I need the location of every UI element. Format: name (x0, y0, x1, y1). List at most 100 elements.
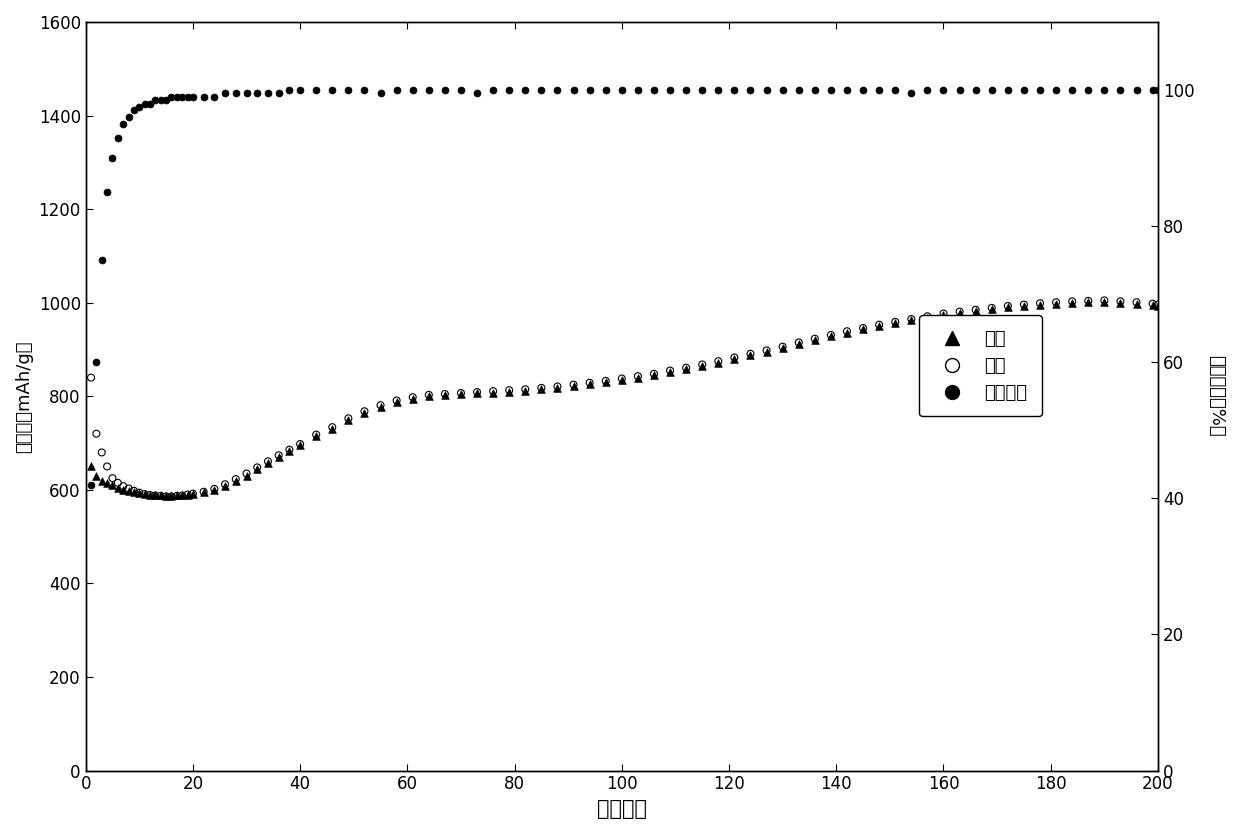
充电 (998, 301, 1018, 314)
放电 (627, 369, 647, 383)
库伦效率 (676, 83, 696, 97)
库伦效率 (1063, 83, 1083, 97)
库伦效率 (773, 83, 792, 97)
放电 (92, 445, 112, 459)
库伦效率 (805, 83, 825, 97)
放电 (756, 344, 776, 357)
充电 (708, 356, 728, 369)
库伦效率 (1127, 83, 1147, 97)
充电 (692, 359, 712, 373)
库伦效率 (1030, 83, 1050, 97)
放电 (611, 372, 631, 385)
放电 (676, 361, 696, 374)
放电 (837, 324, 857, 338)
库伦效率 (435, 83, 455, 97)
放电 (113, 480, 133, 493)
充电 (837, 326, 857, 339)
放电 (322, 420, 342, 434)
放电 (129, 486, 149, 500)
放电 (371, 399, 391, 412)
库伦效率 (355, 83, 374, 97)
放电 (355, 404, 374, 418)
充电 (279, 445, 299, 458)
充电 (258, 456, 278, 470)
充电 (151, 489, 171, 502)
充电 (103, 479, 123, 492)
库伦效率 (1079, 83, 1099, 97)
库伦效率 (885, 83, 905, 97)
充电 (934, 309, 954, 322)
充电 (92, 474, 112, 487)
库伦效率 (269, 87, 289, 100)
放电 (918, 309, 937, 323)
库伦效率 (124, 103, 144, 117)
放电 (950, 305, 970, 319)
充电 (950, 306, 970, 319)
充电 (140, 488, 160, 501)
库伦效率 (97, 185, 117, 198)
放电 (595, 374, 615, 388)
充电 (355, 406, 374, 420)
充电 (306, 430, 326, 443)
库伦效率 (306, 83, 326, 97)
库伦效率 (135, 97, 155, 110)
充电 (1014, 299, 1034, 313)
放电 (103, 471, 123, 485)
充电 (644, 369, 663, 382)
充电 (205, 483, 224, 496)
充电 (467, 387, 487, 400)
库伦效率 (789, 83, 808, 97)
Legend: 充电, 放电, 库伦效率: 充电, 放电, 库伦效率 (919, 315, 1042, 416)
充电 (1063, 296, 1083, 309)
放电 (435, 387, 455, 400)
放电 (97, 460, 117, 473)
库伦效率 (177, 90, 197, 103)
库伦效率 (258, 87, 278, 100)
库伦效率 (756, 83, 776, 97)
库伦效率 (467, 87, 487, 100)
库伦效率 (853, 83, 873, 97)
库伦效率 (580, 83, 600, 97)
充电 (516, 384, 536, 397)
充电 (226, 475, 246, 488)
充电 (135, 487, 155, 500)
放电 (998, 299, 1018, 313)
充电 (773, 341, 792, 354)
库伦效率 (108, 131, 128, 144)
放电 (403, 390, 423, 404)
库伦效率 (140, 97, 160, 110)
库伦效率 (113, 118, 133, 131)
库伦效率 (532, 83, 552, 97)
充电 (1148, 299, 1168, 313)
放电 (805, 332, 825, 345)
库伦效率 (193, 90, 213, 103)
库伦效率 (205, 90, 224, 103)
充电 (371, 400, 391, 414)
充电 (1030, 298, 1050, 311)
放电 (161, 490, 181, 503)
放电 (467, 385, 487, 399)
放电 (205, 482, 224, 495)
库伦效率 (564, 83, 584, 97)
充电 (611, 374, 631, 387)
库伦效率 (708, 83, 728, 97)
放电 (108, 476, 128, 490)
放电 (258, 455, 278, 468)
充电 (403, 392, 423, 405)
库伦效率 (184, 90, 203, 103)
放电 (1143, 297, 1163, 310)
库伦效率 (279, 83, 299, 97)
充电 (156, 490, 176, 503)
放电 (81, 371, 100, 384)
放电 (1014, 298, 1034, 311)
充电 (740, 349, 760, 362)
充电 (1111, 296, 1131, 309)
放电 (1111, 294, 1131, 308)
充电 (885, 317, 905, 330)
充电 (290, 439, 310, 452)
充电 (193, 485, 213, 499)
库伦效率 (918, 83, 937, 97)
放电 (167, 490, 187, 503)
库伦效率 (161, 90, 181, 103)
放电 (119, 482, 139, 495)
